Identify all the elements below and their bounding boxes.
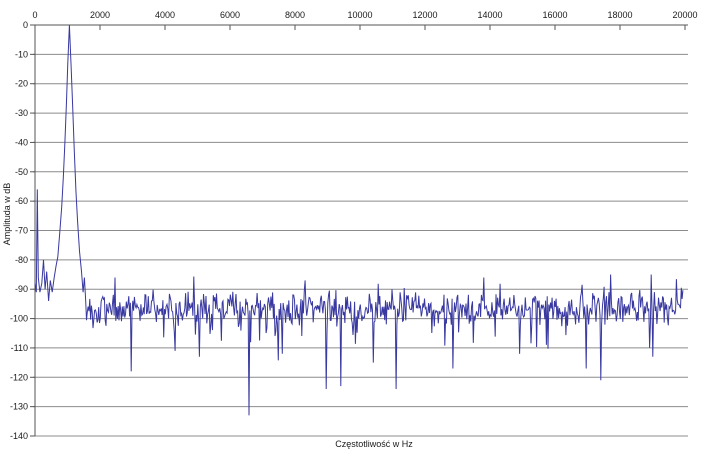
- y-tick-label: -140: [10, 431, 28, 441]
- y-axis-title: Amplituda w dB: [2, 183, 12, 246]
- x-tick-label: 12000: [412, 10, 437, 20]
- y-tick-label: -50: [15, 167, 28, 177]
- tick-marks-layer: [30, 24, 686, 437]
- x-tick-label: 8000: [285, 10, 305, 20]
- x-tick-label: 20000: [672, 10, 697, 20]
- tick-labels-layer: 0 -10 -20 -30 -40 -50 -60 -70 -80 -90 -100 -110 -120…: [10, 10, 698, 441]
- x-axis-title: Częstotliwość w Hz: [335, 439, 413, 449]
- y-tick-label: -60: [15, 196, 28, 206]
- x-tick-label: 4000: [155, 10, 175, 20]
- x-tick-label: 16000: [542, 10, 567, 20]
- y-tick-label: -40: [15, 137, 28, 147]
- y-tick-label: -130: [10, 402, 28, 412]
- y-tick-label: -10: [15, 49, 28, 59]
- y-tick-label: -120: [10, 372, 28, 382]
- y-tick-label: -20: [15, 79, 28, 89]
- y-tick-label: -30: [15, 108, 28, 118]
- x-tick-label: 0: [32, 10, 37, 20]
- y-tick-label: -90: [15, 284, 28, 294]
- y-tick-label: -70: [15, 226, 28, 236]
- y-tick-label: -100: [10, 314, 28, 324]
- x-tick-label: 10000: [347, 10, 372, 20]
- x-tick-label: 18000: [607, 10, 632, 20]
- x-tick-label: 2000: [90, 10, 110, 20]
- grid-layer: [33, 24, 688, 437]
- spectrum-series-line: [34, 24, 684, 416]
- y-tick-label: -110: [11, 343, 28, 353]
- x-tick-label: 14000: [477, 10, 502, 20]
- x-tick-label: 6000: [220, 10, 240, 20]
- y-tick-label: 0: [23, 20, 28, 30]
- y-tick-label: -80: [15, 255, 28, 265]
